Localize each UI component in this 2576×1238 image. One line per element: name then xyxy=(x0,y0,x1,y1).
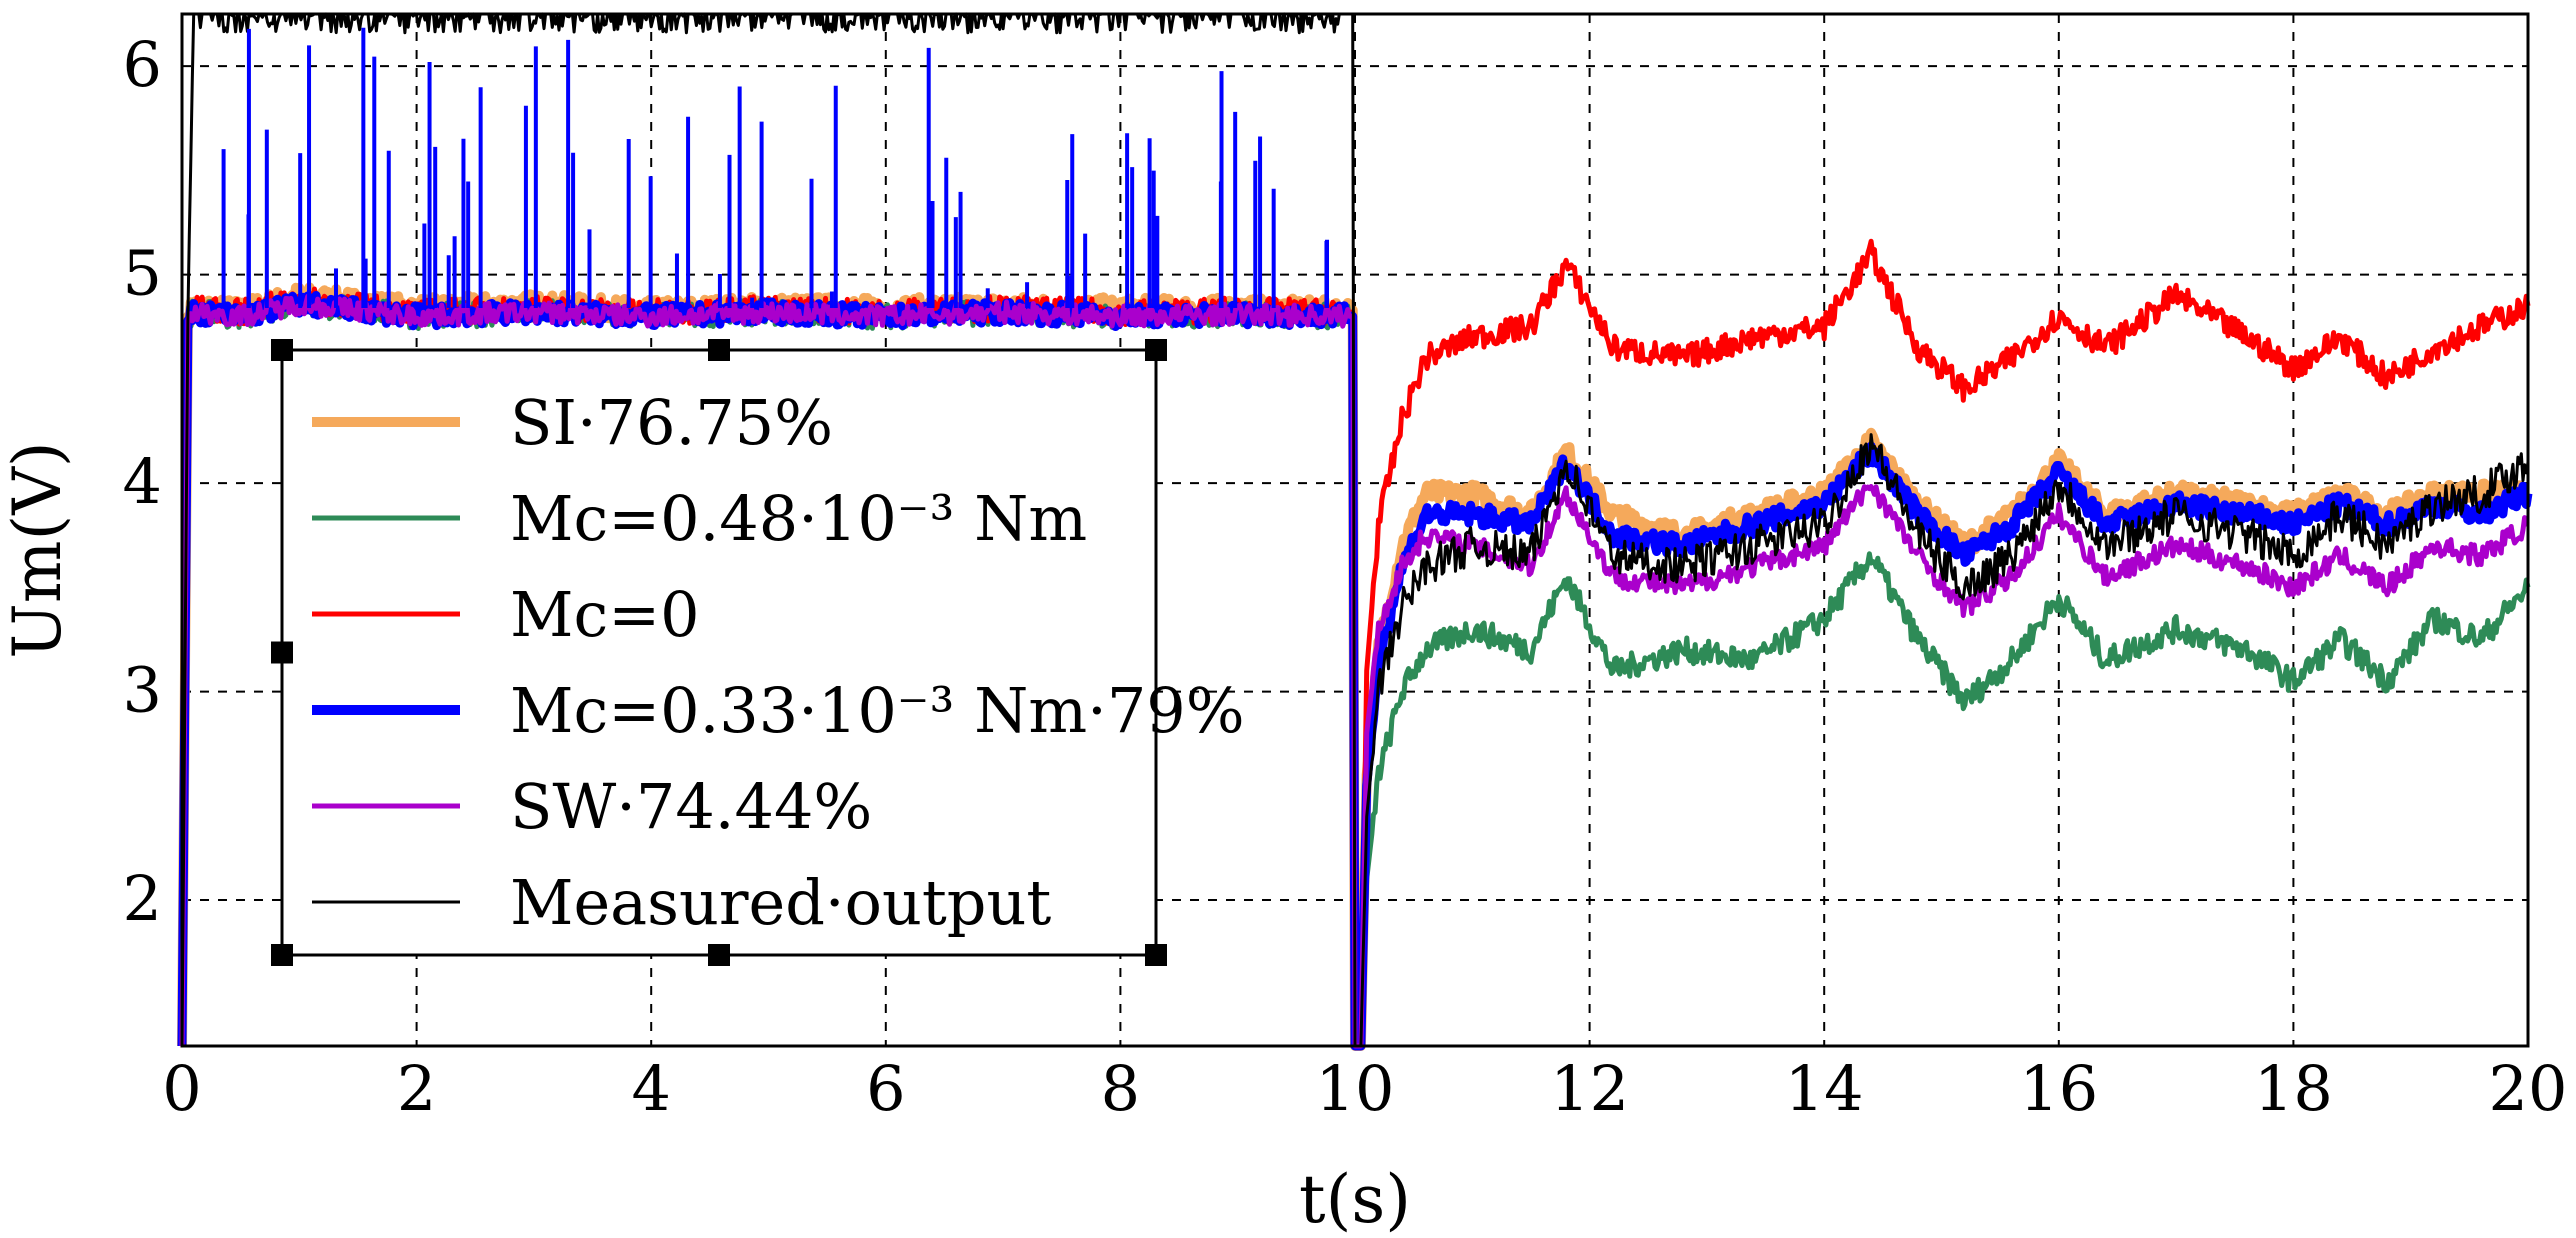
x-tick-label: 10 xyxy=(1316,1052,1395,1125)
tick-labels: 0 2 4 6 8 10 12 14 16 18 20 2 3 4 5 6 xyxy=(123,28,2568,1125)
y-tick-label: 2 xyxy=(123,862,162,935)
y-tick-label: 6 xyxy=(123,28,162,101)
selection-handle[interactable] xyxy=(1145,944,1167,966)
x-tick-label: 8 xyxy=(1101,1052,1140,1125)
x-tick-label: 4 xyxy=(631,1052,670,1125)
x-tick-label: 16 xyxy=(2019,1052,2098,1125)
plot-frame xyxy=(180,12,2530,1048)
y-tick-label: 5 xyxy=(123,237,162,310)
selection-handle[interactable] xyxy=(271,339,293,361)
legend-entry: SW·74.44% xyxy=(510,770,872,843)
legend-entry: Mc=0 xyxy=(510,578,700,651)
x-tick-label: 20 xyxy=(2489,1052,2568,1125)
legend-entry: SI·76.75% xyxy=(510,386,833,459)
y-tick-label: 3 xyxy=(123,654,162,727)
selection-handle[interactable] xyxy=(708,944,730,966)
legend-entry: Measured·output xyxy=(510,866,1051,939)
series-layer xyxy=(177,12,2533,1051)
y-axis-title: Um(V) xyxy=(0,441,76,658)
x-tick-label: 0 xyxy=(162,1052,201,1125)
y-tick-label: 4 xyxy=(123,445,162,518)
legend-entry: Mc=0.48·10⁻³ Nm xyxy=(510,482,1087,555)
selection-handle[interactable] xyxy=(271,641,293,664)
x-tick-label: 18 xyxy=(2254,1052,2333,1125)
selection-handle[interactable] xyxy=(1145,339,1167,361)
selection-handle[interactable] xyxy=(271,944,293,966)
x-axis-title: t(s) xyxy=(1299,1161,1411,1238)
legend-entry: Mc=0.33·10⁻³ Nm·79% xyxy=(510,674,1245,747)
x-tick-label: 12 xyxy=(1550,1052,1629,1125)
selection-handle[interactable] xyxy=(708,339,730,361)
x-tick-label: 6 xyxy=(866,1052,905,1125)
legend: SI·76.75% Mc=0.48·10⁻³ Nm Mc=0 Mc=0.33·10⁻³… xyxy=(271,339,1245,966)
x-tick-label: 14 xyxy=(1785,1052,1864,1125)
x-tick-label: 2 xyxy=(397,1052,436,1125)
